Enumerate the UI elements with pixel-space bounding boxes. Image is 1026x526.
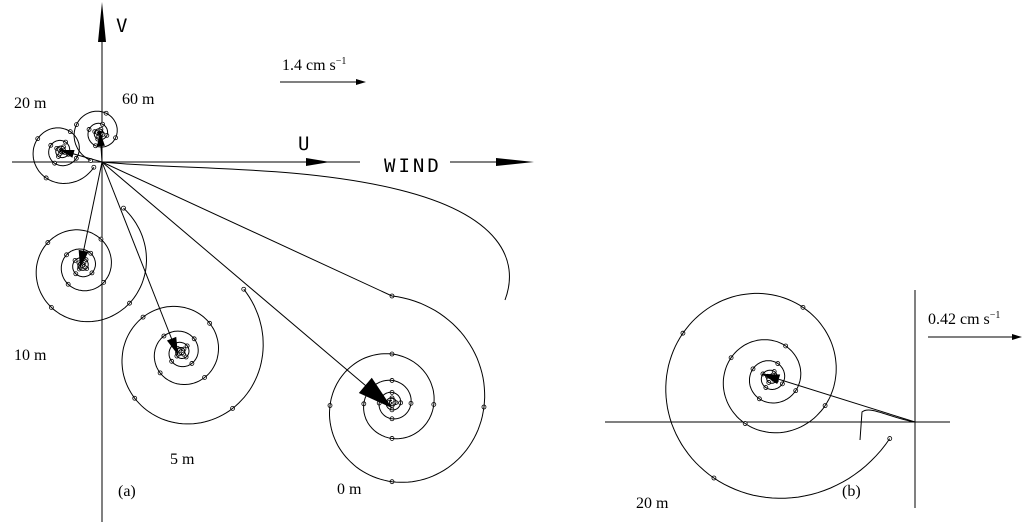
current-vector [101, 161, 393, 409]
vector-head [358, 377, 392, 408]
scale-a-exp: −1 [336, 56, 347, 67]
wind-label: WIND [384, 155, 442, 177]
panel-label: (b) [842, 483, 861, 500]
scale-b-exp: −1 [990, 310, 1001, 321]
scale-a-text: 1.4 cm s [282, 57, 336, 74]
spiral [101, 161, 486, 483]
v-arrowhead [98, 2, 106, 42]
u-label: U [298, 133, 309, 155]
scale-b-head [1012, 334, 1022, 340]
vector-head [78, 249, 89, 268]
u-arrowhead [306, 158, 330, 166]
vector-head [166, 336, 178, 355]
vector-head [60, 150, 75, 158]
spiral [73, 110, 118, 161]
depth-label: 5 m [170, 451, 195, 468]
current-vector [101, 161, 179, 356]
spiral-lead [859, 409, 916, 441]
depth-label: 60 m [122, 91, 155, 108]
scale-a: 1.4 cm s−1 [282, 56, 346, 74]
v-label: V [116, 15, 127, 37]
vector-head [96, 132, 105, 147]
wind-arrowhead [496, 158, 534, 166]
spiral [32, 127, 95, 185]
vector-head [762, 374, 781, 385]
panel-label: (a) [118, 483, 136, 500]
current-vector [761, 373, 916, 423]
current-vector [79, 161, 103, 269]
scale-a-head [356, 79, 366, 85]
spiral [35, 207, 148, 323]
depth-label: 0 m [337, 481, 362, 498]
spirals [32, 110, 916, 499]
spiral-lead [101, 161, 510, 301]
depth-label: 10 m [14, 347, 47, 364]
depth-label: 20 m [636, 495, 669, 512]
scale-b: 0.42 cm s−1 [928, 310, 1000, 328]
scale-b-text: 0.42 cm s [928, 311, 990, 328]
spiral [665, 292, 891, 499]
depth-label: 20 m [14, 95, 47, 112]
spiral [121, 288, 264, 425]
